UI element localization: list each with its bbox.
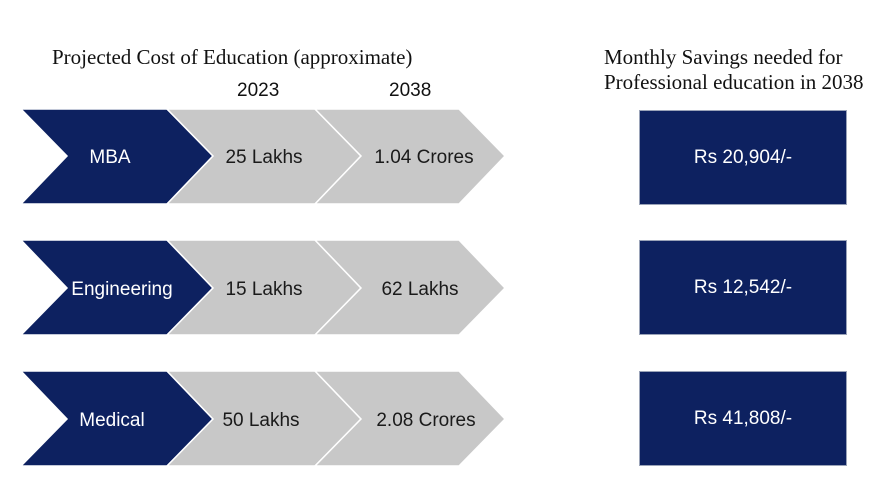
savings-title-line1: Monthly Savings needed for	[604, 45, 843, 69]
education-cost-flow: MBA 25 Lakhs 1.04 Crores Engineering 15 …	[19, 108, 507, 467]
row-label-mba: MBA	[89, 147, 131, 168]
cost-2023-medical: 50 Lakhs	[222, 410, 299, 431]
cost-2038-mba: 1.04 Crores	[374, 147, 473, 168]
savings-title-line2: Professional education in 2038	[604, 70, 864, 94]
flow-row-mba: MBA 25 Lakhs 1.04 Crores	[19, 108, 507, 205]
cost-2038-medical: 2.08 Crores	[376, 410, 475, 431]
cost-2038-engineering: 62 Lakhs	[381, 279, 458, 300]
flow-row-medical: Medical 50 Lakhs 2.08 Crores	[19, 370, 507, 467]
savings-box-mba: Rs 20,904/-	[639, 110, 847, 205]
year-2023-header: 2023	[237, 80, 280, 101]
savings-box-engineering: Rs 12,542/-	[639, 240, 847, 335]
page-title: Projected Cost of Education (approximate…	[52, 45, 413, 69]
savings-box-medical: Rs 41,808/-	[639, 371, 847, 466]
savings-title: Monthly Savings needed for Professional …	[604, 45, 864, 95]
cost-2023-mba: 25 Lakhs	[225, 147, 302, 168]
chevron-engineering-2038	[313, 239, 507, 336]
row-label-medical: Medical	[79, 410, 144, 431]
chevron-medical-2038	[313, 370, 507, 467]
year-2038-header: 2038	[389, 80, 432, 101]
chevron-mba-2038	[313, 108, 507, 205]
row-label-engineering: Engineering	[71, 279, 172, 300]
cost-2023-engineering: 15 Lakhs	[225, 279, 302, 300]
flow-row-engineering: Engineering 15 Lakhs 62 Lakhs	[19, 239, 507, 336]
